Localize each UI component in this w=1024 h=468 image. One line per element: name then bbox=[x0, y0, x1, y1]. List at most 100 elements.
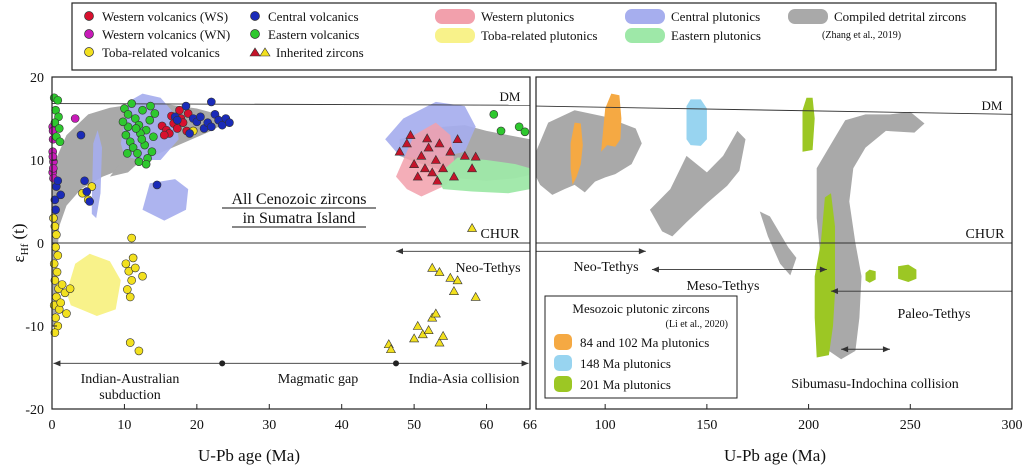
left-y-tick-label: 10 bbox=[30, 154, 44, 169]
data-point bbox=[50, 118, 60, 127]
plutonics-148-ma-field bbox=[686, 99, 707, 146]
legend-item-central-volcanics: Central volcanics bbox=[250, 9, 359, 24]
legend-item-eastern-plutonics: Eastern plutonics bbox=[625, 28, 761, 43]
inset-label: 84 and 102 Ma plutonics bbox=[580, 335, 709, 350]
data-point bbox=[427, 167, 438, 177]
data-point bbox=[149, 132, 158, 142]
data-point bbox=[448, 171, 459, 181]
central-plutonics-swatch bbox=[625, 9, 665, 24]
annotation-magmatic-gap: Magmatic gap bbox=[278, 372, 358, 387]
data-point bbox=[118, 117, 128, 127]
right-meso-tethys-label: Meso-Tethys bbox=[687, 279, 760, 294]
data-point bbox=[448, 286, 459, 295]
annotation-sibumasu-indochina-collision: Sibumasu-Indochina collision bbox=[791, 377, 959, 392]
data-point bbox=[496, 126, 506, 136]
right-panel: DM CHUR Neo-Tethys Meso-Tethys Paleo-Tethys S… bbox=[535, 76, 1023, 465]
legend-item-western-plutonics: Western plutonics bbox=[435, 9, 574, 24]
data-point bbox=[172, 115, 182, 125]
data-point bbox=[409, 159, 420, 168]
central-volcanics-marker bbox=[250, 11, 260, 21]
legend-label-compiled-detrital-zircons: Compiled detrital zircons bbox=[834, 9, 966, 24]
data-point bbox=[438, 330, 449, 340]
eastern-plutonics-swatch bbox=[625, 28, 665, 43]
data-point bbox=[130, 263, 140, 273]
inset-swatch bbox=[554, 334, 572, 350]
toba-related-volcanics-marker bbox=[84, 47, 94, 57]
data-point bbox=[152, 180, 162, 190]
legend-item-western-volcanics-wn: Western volcanics (WN) bbox=[84, 27, 230, 42]
legend-label-eastern-volcanics: Eastern volcanics bbox=[268, 27, 359, 42]
left-x-tick-label: 50 bbox=[407, 418, 421, 433]
right-collision-arrow-head-left bbox=[841, 346, 849, 353]
data-point bbox=[50, 222, 60, 231]
right-meso-tethys-arrow-head-left bbox=[651, 266, 659, 273]
data-point bbox=[520, 127, 530, 137]
data-point bbox=[80, 176, 89, 186]
annotation-in-sumatra-island: in Sumatra Island bbox=[243, 210, 356, 227]
data-point bbox=[432, 175, 443, 185]
data-point bbox=[438, 163, 449, 173]
data-point bbox=[82, 187, 92, 196]
left-x-tick-label: 66 bbox=[523, 418, 537, 433]
data-point bbox=[196, 112, 205, 122]
data-point bbox=[131, 124, 141, 133]
legend-item-central-plutonics: Central plutonics bbox=[625, 9, 760, 24]
data-point bbox=[147, 147, 157, 156]
data-point bbox=[434, 337, 445, 347]
western-volcanics-wn-marker bbox=[84, 29, 94, 39]
left-y-tick-label: 20 bbox=[30, 71, 44, 86]
right-neo-tethys-label: Neo-Tethys bbox=[573, 260, 638, 275]
data-point bbox=[422, 133, 433, 143]
annotation-india-asia-collision: India-Asia collision bbox=[409, 372, 520, 387]
data-point bbox=[401, 138, 412, 148]
data-point bbox=[394, 146, 405, 156]
data-point bbox=[419, 163, 430, 173]
legend-label-western-volcanics-ws: Western volcanics (WS) bbox=[102, 9, 228, 24]
red-triangle-marker bbox=[249, 47, 261, 57]
data-point bbox=[434, 266, 445, 276]
series-inherited-zircons-red bbox=[394, 129, 481, 185]
data-point bbox=[127, 99, 136, 108]
right-neo-tethys-arrow-head-right bbox=[638, 248, 646, 255]
data-point bbox=[55, 137, 65, 147]
plutonics-201-ma-field-a bbox=[802, 97, 815, 152]
plutonics-201-ma-field-b bbox=[814, 193, 835, 358]
data-point bbox=[123, 285, 132, 294]
right-x-tick-label: 300 bbox=[1002, 418, 1023, 433]
right-x-tick-label: 150 bbox=[696, 418, 717, 433]
annotation-indian-australian: Indian-Australian bbox=[81, 372, 180, 387]
data-point bbox=[146, 101, 155, 111]
right-paleo-tethys-label: Paleo-Tethys bbox=[898, 307, 971, 322]
data-point bbox=[470, 291, 481, 301]
series-inherited-zircons-yellow bbox=[383, 222, 481, 354]
data-point bbox=[57, 280, 67, 289]
data-point bbox=[434, 138, 445, 148]
data-point bbox=[62, 309, 71, 318]
legend-label-central-volcanics: Central volcanics bbox=[268, 9, 359, 24]
y-axis-label: εHf (t) bbox=[9, 223, 31, 262]
data-point bbox=[423, 325, 434, 334]
mesozoic-inset-legend: Mesozoic plutonic zircons (Li et al., 20… bbox=[544, 295, 738, 399]
left-y-tick-label: 0 bbox=[37, 237, 44, 252]
data-point bbox=[54, 124, 64, 133]
data-point bbox=[123, 110, 133, 119]
data-point bbox=[225, 118, 234, 127]
legend-label-toba-related-volcanics: Toba-related volcanics bbox=[102, 45, 220, 60]
data-point bbox=[489, 110, 499, 119]
toba-plutonics-field bbox=[66, 253, 121, 316]
data-point bbox=[123, 149, 132, 158]
data-point bbox=[134, 157, 144, 166]
data-point bbox=[52, 267, 62, 277]
data-point bbox=[207, 122, 216, 132]
data-point bbox=[416, 150, 427, 160]
legend-label-central-plutonics: Central plutonics bbox=[671, 9, 760, 24]
data-point bbox=[467, 163, 478, 173]
data-point bbox=[127, 276, 136, 285]
inset-legend-title: Mesozoic plutonic zircons bbox=[572, 301, 709, 316]
eastern-plutonics-field bbox=[435, 157, 530, 194]
left-dm-label: DM bbox=[500, 89, 521, 104]
data-point bbox=[51, 205, 60, 215]
legend-item-inherited-zircons: Inherited zircons bbox=[249, 45, 364, 60]
legend-frame bbox=[71, 2, 997, 71]
legend: Western volcanics (WS) Western volcanics … bbox=[71, 2, 997, 71]
